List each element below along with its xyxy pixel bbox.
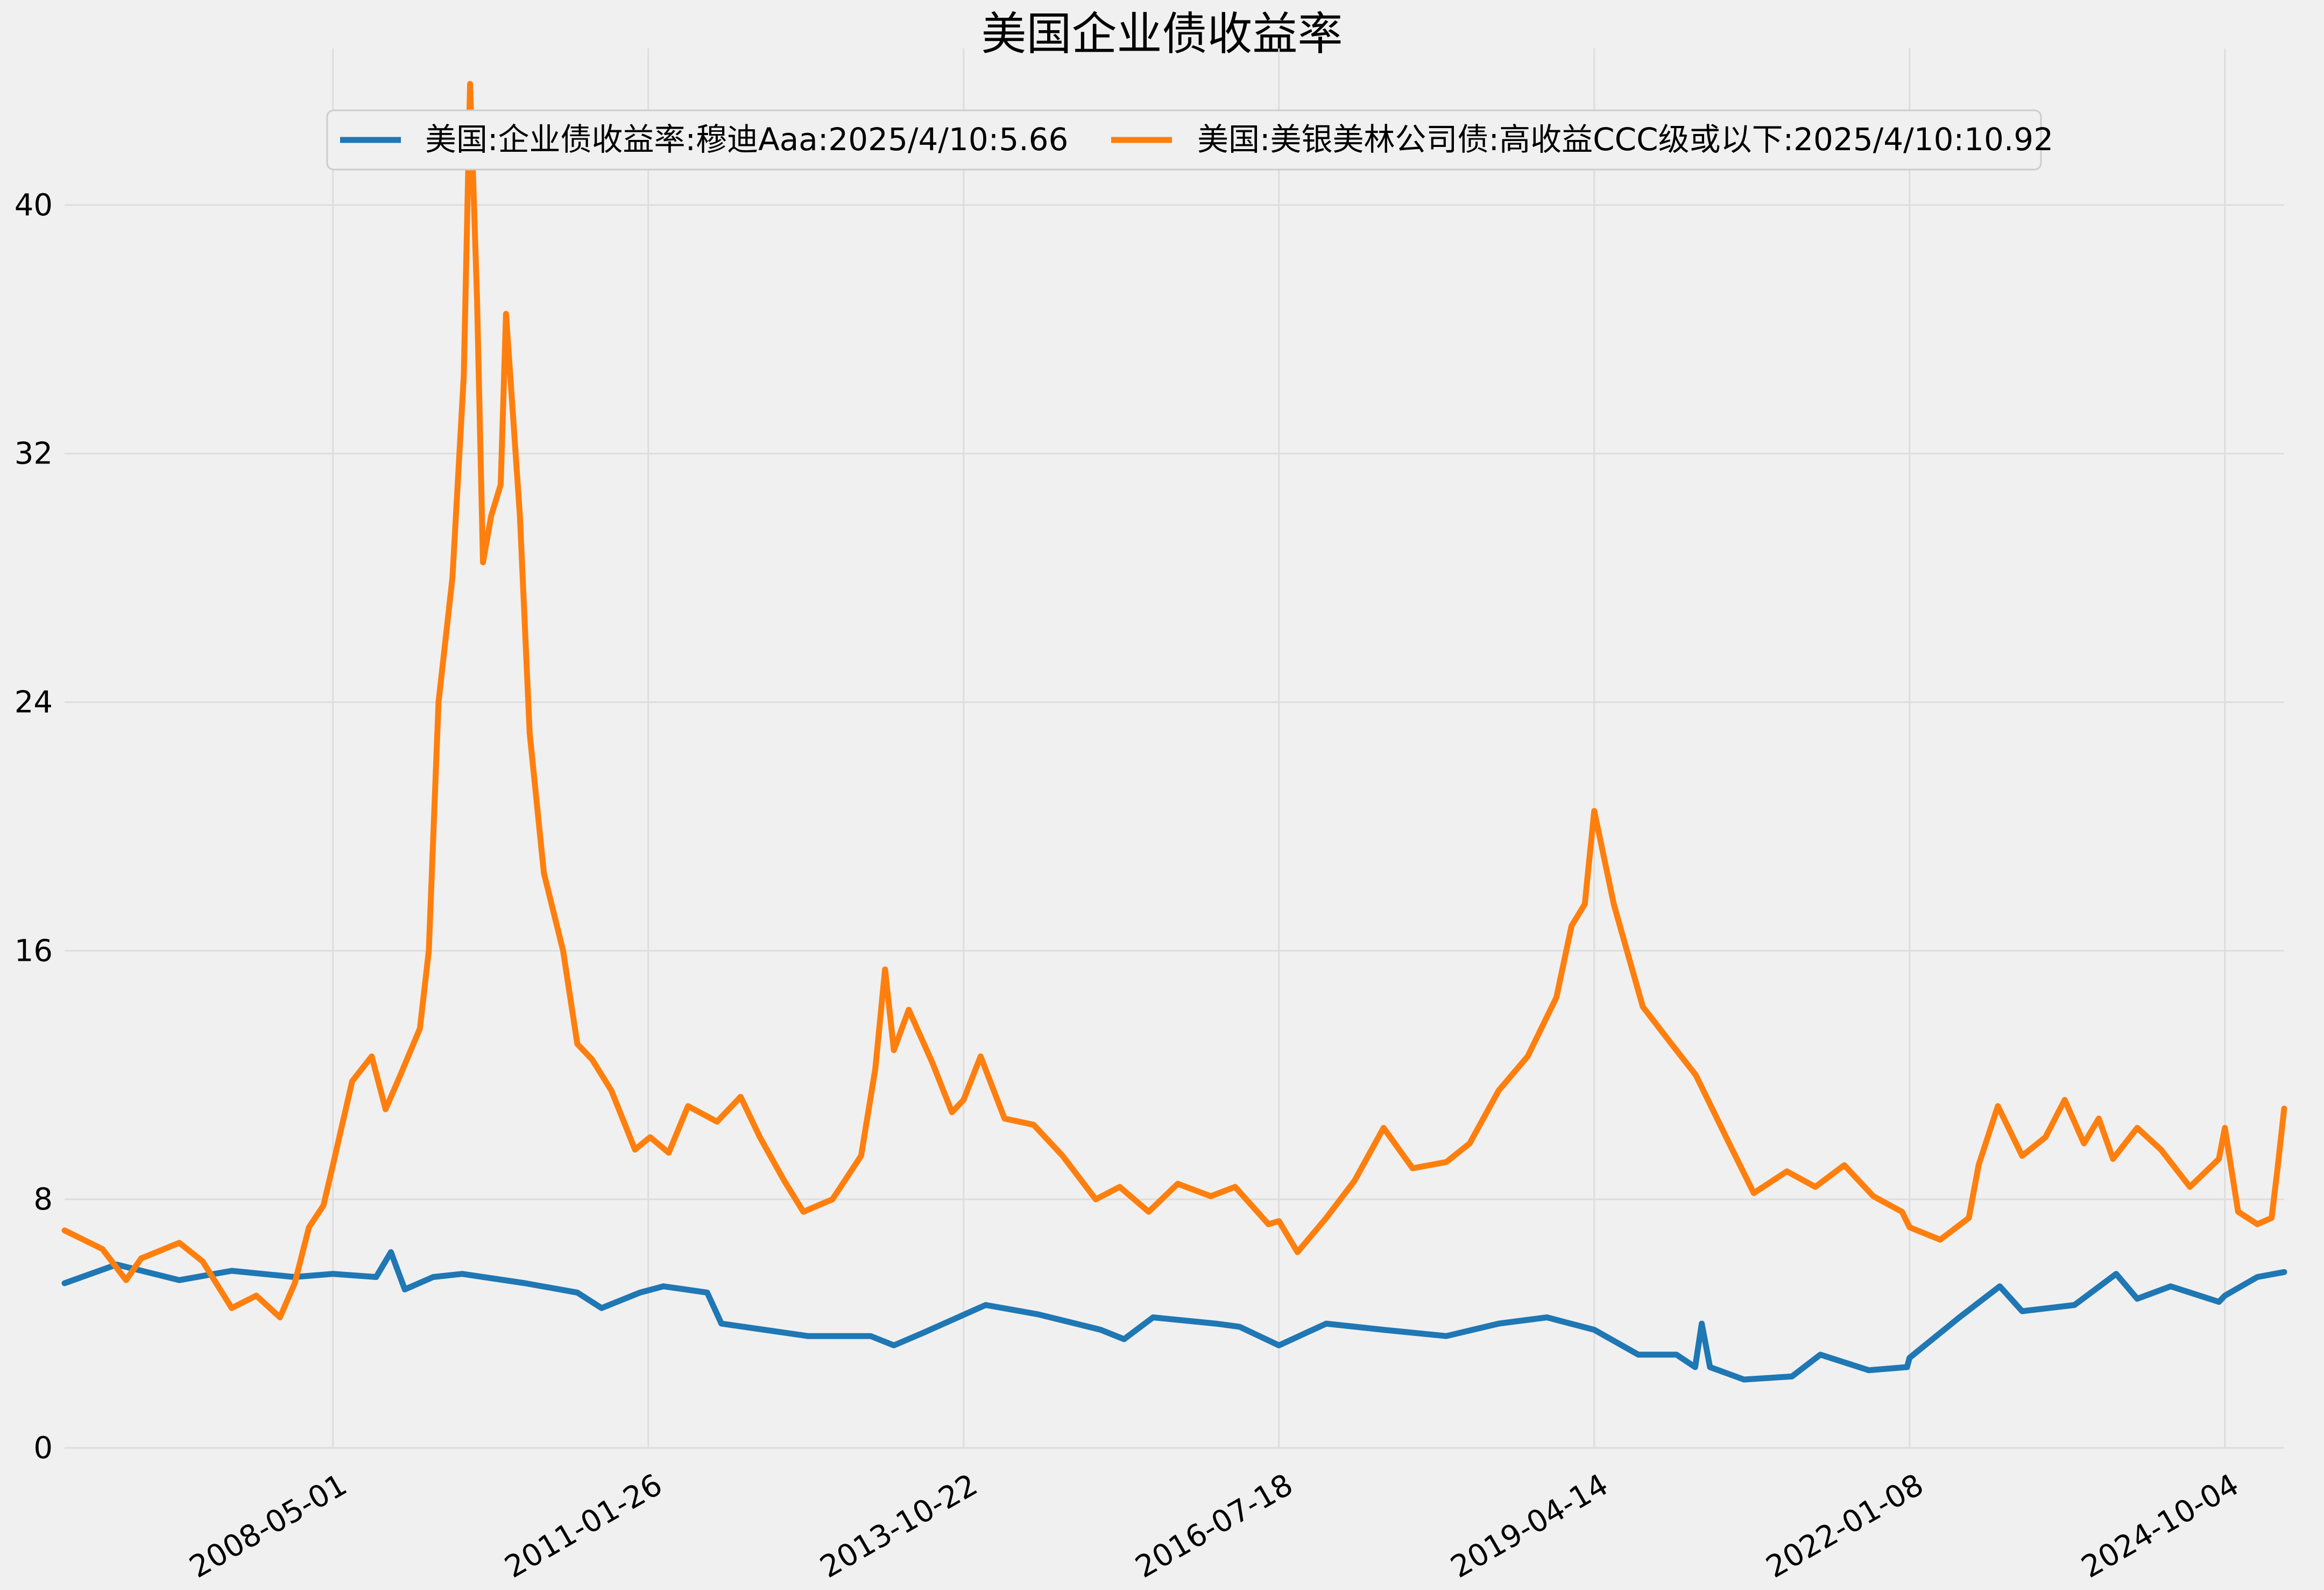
x-tick-label: 2011-01-26 bbox=[499, 1467, 668, 1585]
x-tick-label: 2016-07-18 bbox=[1129, 1467, 1298, 1585]
y-tick-label: 32 bbox=[15, 437, 53, 472]
legend: 美国:企业债收益率:穆迪Aaa:2025/4/10:5.66 美国:美银美林公司… bbox=[326, 109, 2053, 171]
y-tick-label: 24 bbox=[15, 685, 53, 720]
x-tick-label: 2022-01-08 bbox=[1760, 1467, 1929, 1585]
x-tick-label: 2008-05-01 bbox=[183, 1467, 352, 1585]
y-tick-label: 16 bbox=[15, 933, 53, 968]
series-line-aaa bbox=[61, 1249, 2287, 1383]
x-tick-label: 2013-10-22 bbox=[814, 1467, 983, 1585]
y-tick-label: 8 bbox=[33, 1182, 53, 1217]
y-tick-label: 40 bbox=[15, 188, 53, 223]
grid bbox=[65, 48, 2284, 1449]
x-axis: 2008-05-01 2011-01-26 2013-10-22 2016-07-18… bbox=[183, 1467, 2244, 1585]
x-tick-label: 2019-04-14 bbox=[1445, 1467, 1614, 1585]
x-tick-label: 2024-10-04 bbox=[2075, 1467, 2244, 1585]
series-layer bbox=[61, 81, 2287, 1383]
legend-label-ccc: 美国:美银美林公司债:高收益CCC级或以下:2025/4/10:10.92 bbox=[1197, 121, 2053, 158]
y-tick-label: 0 bbox=[33, 1431, 53, 1466]
chart-title: 美国企业债收益率 bbox=[981, 8, 1343, 60]
legend-label-aaa: 美国:企业债收益率:穆迪Aaa:2025/4/10:5.66 bbox=[425, 121, 1068, 158]
y-axis: 0 8 16 24 32 40 bbox=[15, 188, 53, 1466]
legend-box bbox=[326, 109, 2042, 171]
series-line-ccc bbox=[61, 81, 2287, 1320]
